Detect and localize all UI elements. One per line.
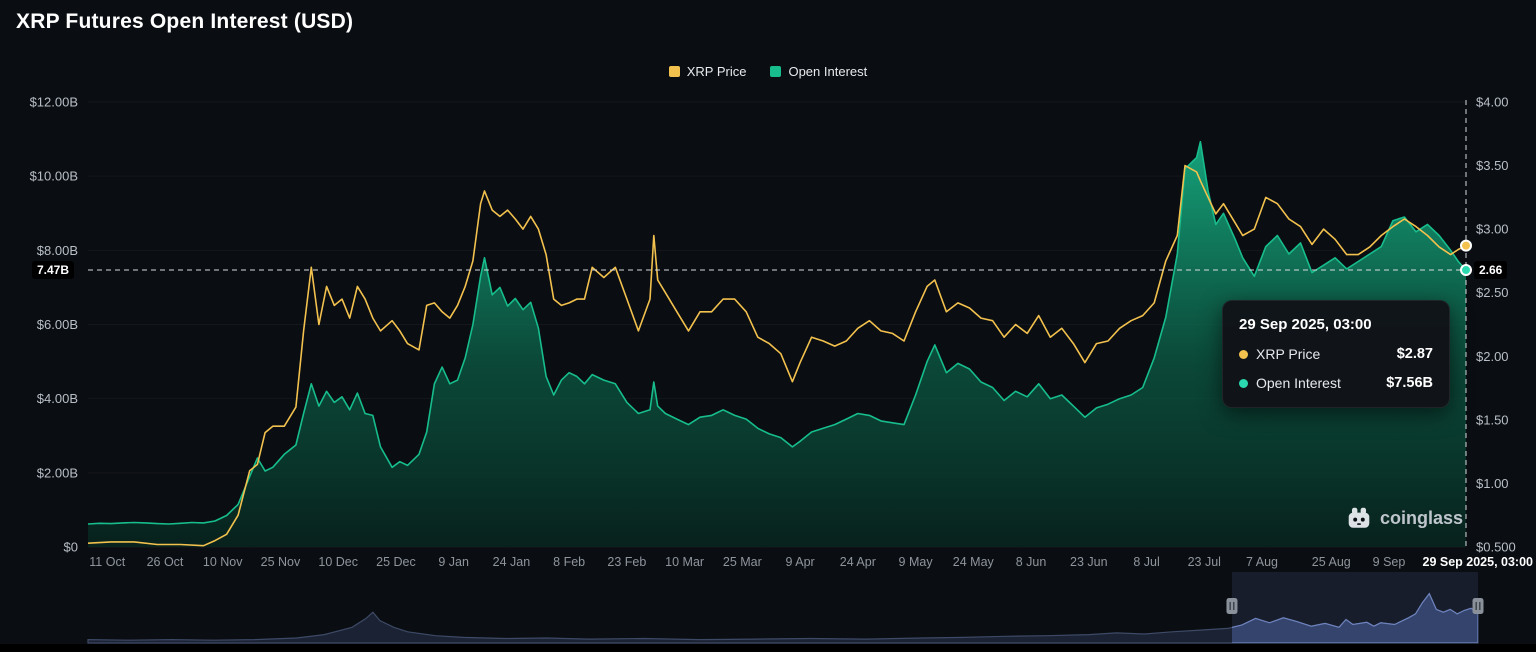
xrp-price-legend-swatch-icon [668,66,680,77]
coinglass-logo-icon [1348,507,1370,528]
right-axis-tick-label: $1.00 [1476,476,1509,491]
crosshair-date-label: 29 Sep 2025, 03:00 [1423,555,1534,569]
left-axis-tick-label: $12.00B [30,95,78,110]
tooltip-row-xrp-price: XRP Price $2.87 [1239,346,1433,362]
x-axis-tick-label: 9 May [899,555,934,569]
x-axis-tick-label: 23 Feb [607,555,646,569]
x-axis-tick-label: 23 Jul [1188,555,1221,569]
tooltip-value-xrp-price: $2.87 [1396,346,1433,362]
bottom-bar [0,644,1536,652]
open-interest-area [88,141,1466,547]
coinglass-watermark-text: coinglass [1380,507,1464,528]
open-interest-line [87,140,1467,525]
x-axis-tick-label: 24 Apr [840,555,876,569]
open-interest-last-marker [1460,263,1472,276]
tooltip-date: 29 Sep 2025, 03:00 [1239,316,1372,333]
x-axis-tick-label: 25 Mar [723,555,762,569]
x-axis-tick-label: 25 Dec [376,555,416,569]
right-axis-tick-label: $2.50 [1476,285,1509,300]
crosshair-oi-value-label: 7.47B [32,261,75,279]
coinglass-watermark[interactable]: coinglass [1346,505,1463,531]
chart-tooltip: 29 Sep 2025, 03:00 XRP Price $2.87 Open … [1222,300,1450,408]
x-axis-tick-label: 8 Feb [553,555,585,569]
tooltip-label-open-interest: Open Interest [1256,375,1341,391]
x-axis-tick-label: 8 Jul [1133,555,1159,569]
tooltip-row-open-interest: Open Interest $7.56B [1239,375,1433,391]
legend-label-xrp-price: XRP Price [686,64,747,79]
right-axis-tick-label: $4.00 [1476,95,1509,110]
xrp-price-line [87,164,1467,547]
x-axis-tick-label: 9 Sep [1373,555,1406,569]
x-axis-tick-label: 25 Nov [261,555,301,569]
right-axis-tick-label: $3.00 [1476,222,1509,237]
left-axis-tick-label: $2.00B [37,465,78,480]
x-axis-tick-label: 25 Aug [1312,555,1351,569]
tooltip-value-open-interest: $7.56B [1386,375,1433,391]
right-axis-tick-label: $0.500 [1476,540,1516,555]
xrp-price-last-marker [1460,239,1472,252]
left-axis-tick-label: $8.00B [37,243,78,258]
navigator-handle-right[interactable] [1472,598,1484,614]
legend-item-xrp-price[interactable]: XRP Price [668,64,747,79]
x-axis-tick-label: 9 Jan [438,555,469,569]
legend-item-open-interest[interactable]: Open Interest [770,64,867,79]
x-axis-tick-label: 8 Jun [1016,555,1047,569]
x-axis-tick-label: 7 Aug [1246,555,1278,569]
tooltip-label-xrp-price: XRP Price [1256,346,1321,362]
x-axis-tick-label: 24 Jan [493,555,531,569]
navigator-handle-left[interactable] [1226,598,1238,614]
xrp-price-dot-icon [1239,349,1248,359]
left-axis-tick-label: $0 [64,540,78,555]
right-axis-tick-label: $1.50 [1476,412,1509,427]
chart-legend: XRP Price Open Interest [0,64,1536,79]
x-axis-tick-label: 23 Jun [1070,555,1108,569]
legend-label-open-interest: Open Interest [788,64,868,79]
left-axis-tick-label: $4.00B [37,391,78,406]
navigator-area-selected [1231,592,1478,643]
x-axis-tick-label: 26 Oct [147,555,184,569]
x-axis-tick-label: 10 Dec [318,555,358,569]
left-axis-tick-label: $6.00B [37,317,78,332]
x-axis-tick-label: 10 Nov [203,555,243,569]
crosshair-price-value-label: 2.66 [1474,261,1508,279]
navigator-selection-window[interactable] [1231,572,1478,643]
x-axis-tick-label: 24 May [953,555,995,569]
x-axis-tick-label: 9 Apr [786,555,815,569]
x-axis-tick-label: 10 Mar [665,555,704,569]
open-interest-legend-swatch-icon [770,66,782,77]
left-axis-tick-label: $10.00B [30,169,78,184]
right-axis-tick-label: $2.00 [1476,349,1509,364]
open-interest-dot-icon [1239,378,1248,388]
page-title: XRP Futures Open Interest (USD) [16,10,354,33]
right-axis-tick-label: $3.50 [1476,158,1509,173]
x-axis-tick-label: 11 Oct [89,555,125,569]
